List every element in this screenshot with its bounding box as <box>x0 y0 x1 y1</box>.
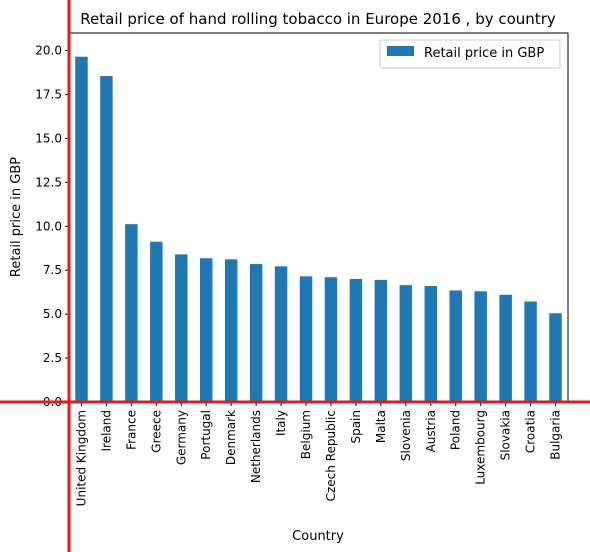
x-tick-label: Slovenia <box>399 410 413 461</box>
bar <box>299 276 313 402</box>
x-tick-label: Germany <box>174 410 188 465</box>
y-ticks: 0.02.55.07.510.012.515.017.520.0 <box>35 44 69 409</box>
bar <box>100 76 113 403</box>
y-tick-label: 12.5 <box>35 175 62 189</box>
bar <box>449 290 462 402</box>
x-tick-label: Poland <box>449 410 463 450</box>
bar <box>474 291 487 402</box>
plot-background <box>69 33 568 402</box>
y-tick-label: 5.0 <box>43 307 62 321</box>
y-tick-label: 10.0 <box>35 219 62 233</box>
x-tick-label: Czech Republic <box>324 410 338 501</box>
bar <box>249 264 263 402</box>
bar <box>324 277 338 402</box>
x-tick-label: Bulgaria <box>549 410 563 460</box>
bar <box>549 313 562 402</box>
y-tick-label: 2.5 <box>43 351 62 365</box>
y-axis-label: Retail price in GBP <box>9 157 24 277</box>
legend: Retail price in GBP <box>379 39 561 69</box>
x-tick-label: Malta <box>374 410 388 443</box>
bar <box>199 258 213 402</box>
x-tick-label: Slovakia <box>499 410 513 460</box>
legend-label: Retail price in GBP <box>424 46 544 61</box>
x-ticks: United Kingdom Ireland France Greece Germany… <box>74 402 563 506</box>
x-tick-label: Spain <box>349 410 363 444</box>
bar <box>349 279 363 402</box>
x-tick-label: United Kingdom <box>74 410 88 506</box>
legend-frame <box>379 39 561 69</box>
x-tick-label: Denmark <box>224 410 238 465</box>
bar <box>524 301 537 402</box>
bar <box>224 259 238 402</box>
x-tick-label: Ireland <box>99 410 113 452</box>
y-tick-label: 15.0 <box>35 131 62 145</box>
x-axis-label: Country <box>292 529 344 544</box>
y-tick-label: 7.5 <box>43 263 62 277</box>
bar <box>274 266 288 402</box>
x-tick-label: Belgium <box>299 410 313 459</box>
chart-title: Retail price of hand rolling tobacco in … <box>80 10 556 28</box>
x-tick-label: Austria <box>424 410 438 452</box>
x-tick-label: Croatia <box>524 410 538 453</box>
bar <box>424 286 438 402</box>
bar <box>150 241 163 402</box>
bars <box>75 56 562 403</box>
bar <box>75 56 88 402</box>
bar <box>399 285 413 402</box>
y-tick-label: 17.5 <box>35 88 62 102</box>
x-tick-label: Netherlands <box>249 410 263 483</box>
x-tick-label: France <box>124 410 138 450</box>
x-tick-label: Luxembourg <box>474 410 488 485</box>
bar <box>499 294 512 402</box>
x-tick-label: Portugal <box>199 410 213 460</box>
bar <box>175 254 188 402</box>
bar <box>125 224 138 402</box>
legend-swatch <box>387 46 414 56</box>
x-tick-label: Greece <box>149 410 163 453</box>
y-tick-label: 20.0 <box>35 44 62 58</box>
x-tick-label: Italy <box>274 410 288 436</box>
bar <box>374 279 388 402</box>
